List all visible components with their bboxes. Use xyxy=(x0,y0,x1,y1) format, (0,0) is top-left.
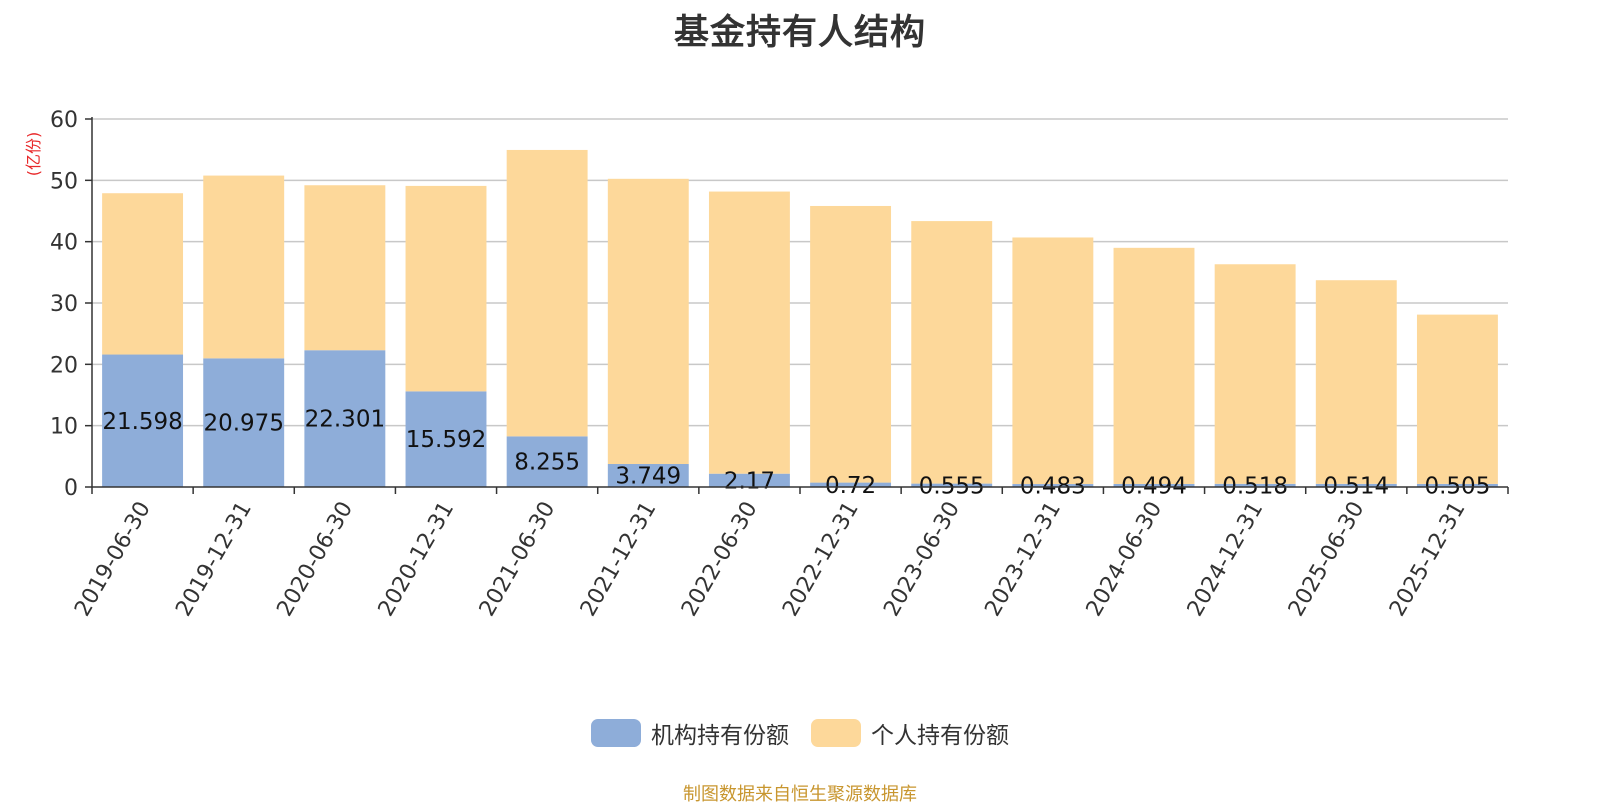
bar-institutional xyxy=(810,482,892,487)
bar-institutional xyxy=(1012,484,1094,487)
legend-swatch-individual xyxy=(811,719,861,747)
x-tick-label: 2020-06-30 xyxy=(272,498,358,621)
bar-institutional xyxy=(1214,483,1296,487)
data-label-institutional: 2.17 xyxy=(724,468,775,494)
data-label-institutional: 21.598 xyxy=(102,409,182,435)
x-tick-label: 2025-12-31 xyxy=(1385,498,1471,621)
y-tick-label: 60 xyxy=(50,108,78,133)
bar-individual xyxy=(203,175,285,359)
bar-individual xyxy=(1012,237,1094,485)
bar-individual xyxy=(1315,280,1397,484)
bar-institutional xyxy=(708,473,790,487)
bar-institutional xyxy=(304,350,386,487)
bar-institutional xyxy=(607,464,689,487)
bar-individual xyxy=(506,149,588,437)
y-tick-label: 30 xyxy=(50,292,78,317)
y-tick-label: 10 xyxy=(50,415,78,440)
x-tick-label: 2020-12-31 xyxy=(374,498,460,621)
legend-swatch-institutional xyxy=(591,719,641,747)
x-tick-label: 2019-12-31 xyxy=(171,498,257,621)
legend: 机构持有份额 个人持有份额 xyxy=(0,716,1600,750)
stacked-bar-chart: 0 10 20 30 40 50 60 21.598 20.975 22.301 15.592 8.2… xyxy=(50,108,1509,621)
bar-institutional xyxy=(1113,483,1195,487)
bar-institutional xyxy=(1315,483,1397,487)
bar-institutional xyxy=(203,358,285,487)
data-label-institutional: 0.72 xyxy=(825,473,876,499)
bar-individual xyxy=(405,185,487,392)
x-tick-label: 2024-06-30 xyxy=(1082,498,1168,621)
legend-label-institutional: 机构持有份额 xyxy=(651,723,789,749)
data-label-institutional: 8.255 xyxy=(514,450,580,476)
data-label-institutional: 3.749 xyxy=(615,464,681,490)
x-tick-label: 2021-06-30 xyxy=(475,498,561,621)
x-tick-label: 2023-12-31 xyxy=(980,498,1066,621)
legend-label-individual: 个人持有份额 xyxy=(871,723,1009,749)
legend-item-institutional[interactable]: 机构持有份额 xyxy=(591,716,789,750)
x-tick-label: 2022-12-31 xyxy=(778,498,864,621)
x-tick-label: 2019-06-30 xyxy=(70,498,156,621)
bar-individual xyxy=(102,193,184,355)
bar-individual xyxy=(304,185,386,351)
bar-individual xyxy=(708,191,790,474)
y-tick-label: 20 xyxy=(50,353,78,378)
x-tick-label: 2021-12-31 xyxy=(576,498,662,621)
bar-institutional xyxy=(911,483,993,487)
bar-individual xyxy=(911,221,993,484)
bar-institutional xyxy=(405,391,487,487)
bar-individual xyxy=(810,205,892,483)
x-tick-label: 2022-06-30 xyxy=(677,498,763,621)
y-tick-label: 0 xyxy=(64,476,78,501)
bar-individual xyxy=(1113,247,1195,484)
x-tick-label: 2025-06-30 xyxy=(1284,498,1370,621)
bar-institutional xyxy=(1416,483,1498,487)
source-note: 制图数据来自恒生聚源数据库 xyxy=(683,784,917,805)
bar-institutional xyxy=(102,354,184,487)
data-label-institutional: 15.592 xyxy=(406,427,486,453)
bar-individual xyxy=(1214,264,1296,484)
x-tick-label: 2024-12-31 xyxy=(1183,498,1269,621)
y-tick-label: 50 xyxy=(50,169,78,194)
legend-item-individual[interactable]: 个人持有份额 xyxy=(811,716,1009,750)
chart-title: 基金持有人结构 xyxy=(673,13,926,53)
data-label-institutional: 20.975 xyxy=(203,411,283,437)
bar-individual xyxy=(1416,314,1498,484)
y-tick-label: 40 xyxy=(50,231,78,256)
data-label-institutional: 22.301 xyxy=(305,407,385,433)
bar-institutional xyxy=(506,436,588,487)
x-tick-label: 2023-06-30 xyxy=(879,498,965,621)
bar-individual xyxy=(607,178,689,465)
